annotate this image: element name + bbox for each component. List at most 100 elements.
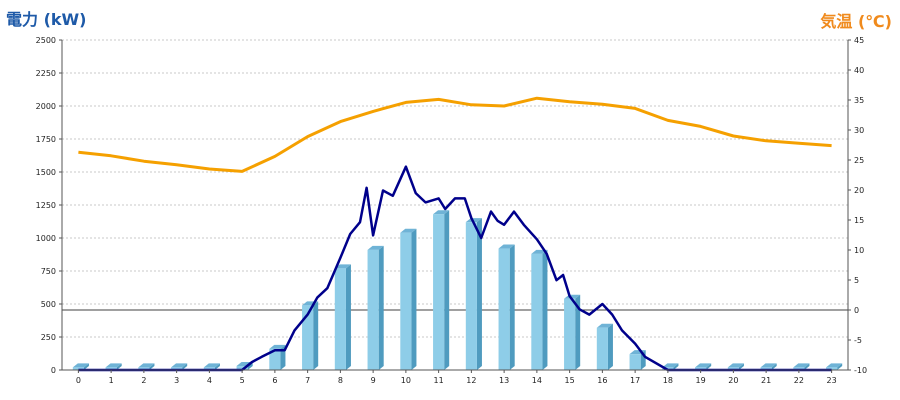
bar-face: [596, 327, 608, 370]
bar-side: [837, 363, 843, 370]
bar: [760, 363, 777, 370]
x-tick-label: 20: [728, 376, 738, 385]
bar-side: [607, 323, 613, 370]
bar-top: [465, 218, 482, 223]
left-tick-label: 250: [41, 333, 56, 342]
bar-face: [531, 253, 543, 370]
bar-top: [662, 363, 679, 368]
right-tick-label: 35: [854, 96, 864, 105]
right-tick-label: 20: [854, 186, 864, 195]
temperature-line: [78, 96, 832, 173]
right-tick-label: -5: [854, 336, 862, 345]
bar-face: [695, 367, 707, 370]
left-tick-label: 2250: [36, 69, 56, 78]
bar-top: [564, 294, 581, 299]
bar-top: [498, 244, 515, 249]
x-tick-label: 22: [794, 376, 804, 385]
right-tick-label: 40: [854, 66, 864, 75]
bar-side: [542, 249, 548, 370]
bar-top: [367, 245, 384, 250]
x-tick-label: 17: [630, 376, 640, 385]
bar: [72, 363, 89, 370]
bar-side: [476, 218, 482, 370]
bar-top: [727, 363, 744, 368]
bar-face: [433, 214, 445, 370]
x-tick-label: 10: [401, 376, 411, 385]
bar-side: [575, 294, 581, 370]
x-tick-label: 15: [565, 376, 575, 385]
x-tick-label: 6: [272, 376, 277, 385]
bar-side: [738, 363, 744, 370]
bar-top: [596, 323, 613, 328]
left-tick-label: 1750: [36, 135, 56, 144]
bar-face: [465, 222, 477, 370]
bar-face: [302, 305, 314, 370]
x-tick-label: 23: [827, 376, 837, 385]
bar-side: [411, 228, 417, 370]
left-tick-label: 2000: [36, 102, 56, 111]
bar-top: [203, 363, 220, 368]
x-tick-label: 7: [305, 376, 310, 385]
bar: [269, 344, 286, 370]
x-tick-label: 1: [109, 376, 114, 385]
bar-side: [182, 363, 188, 370]
x-tick-label: 8: [338, 376, 343, 385]
bar-top: [269, 344, 286, 349]
right-tick-label: 0: [854, 306, 859, 315]
left-tick-label: 0: [51, 366, 56, 375]
x-tick-label: 4: [207, 376, 212, 385]
bar-top: [105, 363, 122, 368]
x-tick-label: 13: [499, 376, 509, 385]
bar: [596, 323, 613, 370]
right-tick-label: 10: [854, 246, 864, 255]
bar: [793, 363, 810, 370]
right-tick-label: -10: [854, 366, 867, 375]
bar-face: [793, 367, 805, 370]
power-line: [78, 165, 832, 372]
bar-side: [771, 363, 777, 370]
bar-top: [793, 363, 810, 368]
bar-top: [760, 363, 777, 368]
bar-face: [367, 249, 379, 370]
x-tick-label: 16: [597, 376, 607, 385]
bar-face: [760, 367, 772, 370]
bar: [105, 363, 122, 370]
x-tick-label: 2: [141, 376, 146, 385]
bar-side: [444, 210, 450, 370]
bar-face: [105, 367, 117, 370]
bar: [400, 228, 417, 370]
left-axis-title: 電力 (kW): [6, 10, 87, 29]
bar-face: [269, 348, 281, 370]
bar-side: [83, 363, 89, 370]
x-tick-label: 3: [174, 376, 179, 385]
axes: 02505007501000125015001750200022502500-1…: [36, 36, 867, 385]
bar: [826, 363, 843, 370]
bar-side: [509, 244, 515, 370]
bar-top: [433, 210, 450, 215]
bar: [138, 363, 155, 370]
bar-face: [727, 367, 739, 370]
bar-face: [72, 367, 84, 370]
bar-face: [826, 367, 838, 370]
bar-top: [400, 228, 417, 233]
bar-side: [313, 301, 319, 370]
bar-top: [72, 363, 89, 368]
bar-top: [138, 363, 155, 368]
bar: [367, 245, 384, 370]
bar-face: [629, 354, 641, 370]
right-tick-label: 45: [854, 36, 864, 45]
right-tick-label: 5: [854, 276, 859, 285]
left-tick-label: 1500: [36, 168, 56, 177]
bar-face: [171, 367, 183, 370]
bar-top: [695, 363, 712, 368]
bar: [498, 244, 515, 370]
bar: [203, 363, 220, 370]
left-tick-label: 750: [41, 267, 56, 276]
bar: [433, 210, 450, 370]
x-tick-label: 9: [371, 376, 376, 385]
bar-side: [149, 363, 155, 370]
x-tick-label: 12: [466, 376, 476, 385]
bar-side: [214, 363, 220, 370]
bar-top: [334, 264, 351, 269]
